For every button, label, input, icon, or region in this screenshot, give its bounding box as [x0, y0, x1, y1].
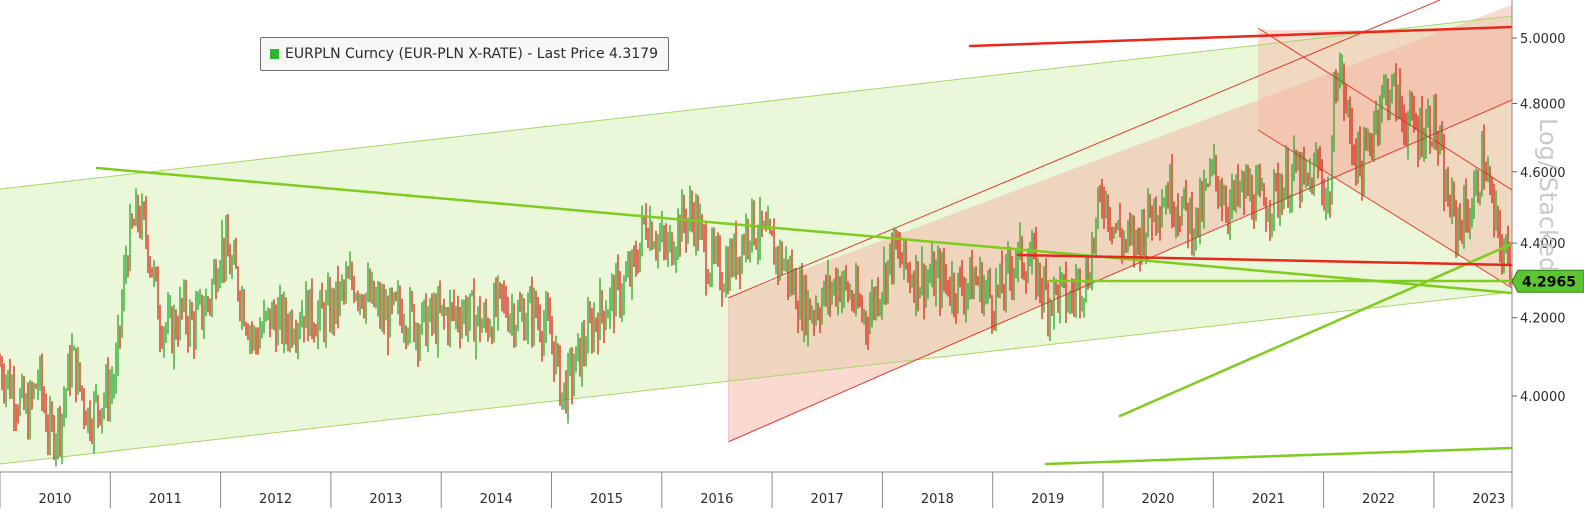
x-tick-label: 2011	[149, 492, 182, 507]
last-price-badge-label: 4.2965	[1522, 274, 1576, 290]
green-rising-line	[1118, 242, 1512, 418]
y-tick-label: 4.2000	[1520, 312, 1566, 327]
x-tick-label: 2012	[259, 492, 292, 507]
legend: EURPLN Curncy (EUR-PLN X-RATE) - Last Pr…	[260, 37, 669, 71]
x-axis: 2010 2011 2012 2013 2014 2015 2016 2017 2018 2019…	[0, 472, 1513, 508]
x-tick-label: 2016	[700, 492, 733, 507]
green-channel-bottom	[0, 291, 1512, 465]
price-badge: 4.2965	[1511, 269, 1584, 293]
x-tick-label: 2018	[921, 492, 954, 507]
green-bottom-line	[1044, 446, 1512, 466]
scale-label: Log/ Stacked	[1534, 118, 1562, 273]
green-trendline-long	[95, 166, 1512, 295]
x-tick-label: 2015	[590, 492, 623, 507]
x-tick-label: 2020	[1141, 492, 1174, 507]
series-up-bars	[5, 52, 1507, 467]
green-channel-top	[0, 15, 1512, 190]
y-tick-label: 4.4000	[1520, 237, 1566, 252]
x-tick-label: 2010	[38, 492, 71, 507]
y-axis: 4.0000 4.2000 4.4000 4.6000 4.8000 5.0000	[1512, 32, 1566, 405]
legend-label: EURPLN Curncy (EUR-PLN X-RATE) - Last Pr…	[285, 46, 658, 62]
trendline-overlays	[0, 0, 1512, 465]
x-tick-label: 2017	[811, 492, 844, 507]
x-tick-label: 2019	[1031, 492, 1064, 507]
y-tick-label: 4.6000	[1520, 166, 1566, 181]
y-tick-label: 4.8000	[1520, 97, 1566, 112]
series-down-bars	[0, 63, 1512, 461]
channel-edge	[728, 298, 729, 442]
y-tick-label: 4.0000	[1520, 390, 1566, 405]
red-channel-top	[727, 0, 1441, 299]
red-channel-bottom	[727, 99, 1512, 443]
red-channel-2	[1258, 30, 1512, 287]
y-tick-label: 5.0000	[1520, 32, 1566, 47]
x-tick-label: 2022	[1362, 492, 1395, 507]
red-down-channel-top	[1257, 27, 1512, 191]
x-tick-label: 2013	[369, 492, 402, 507]
trend-lines	[95, 25, 1512, 466]
x-tick-label: 2014	[480, 492, 513, 507]
red-resistance-line	[968, 25, 1512, 48]
legend-swatch	[270, 49, 279, 59]
axes	[0, 0, 1513, 473]
x-tick-label: 2021	[1252, 492, 1285, 507]
price-series	[0, 52, 1512, 467]
last-price-badge	[1511, 269, 1584, 293]
red-support-line	[1016, 253, 1512, 267]
x-tick-label: 2023	[1472, 492, 1505, 507]
